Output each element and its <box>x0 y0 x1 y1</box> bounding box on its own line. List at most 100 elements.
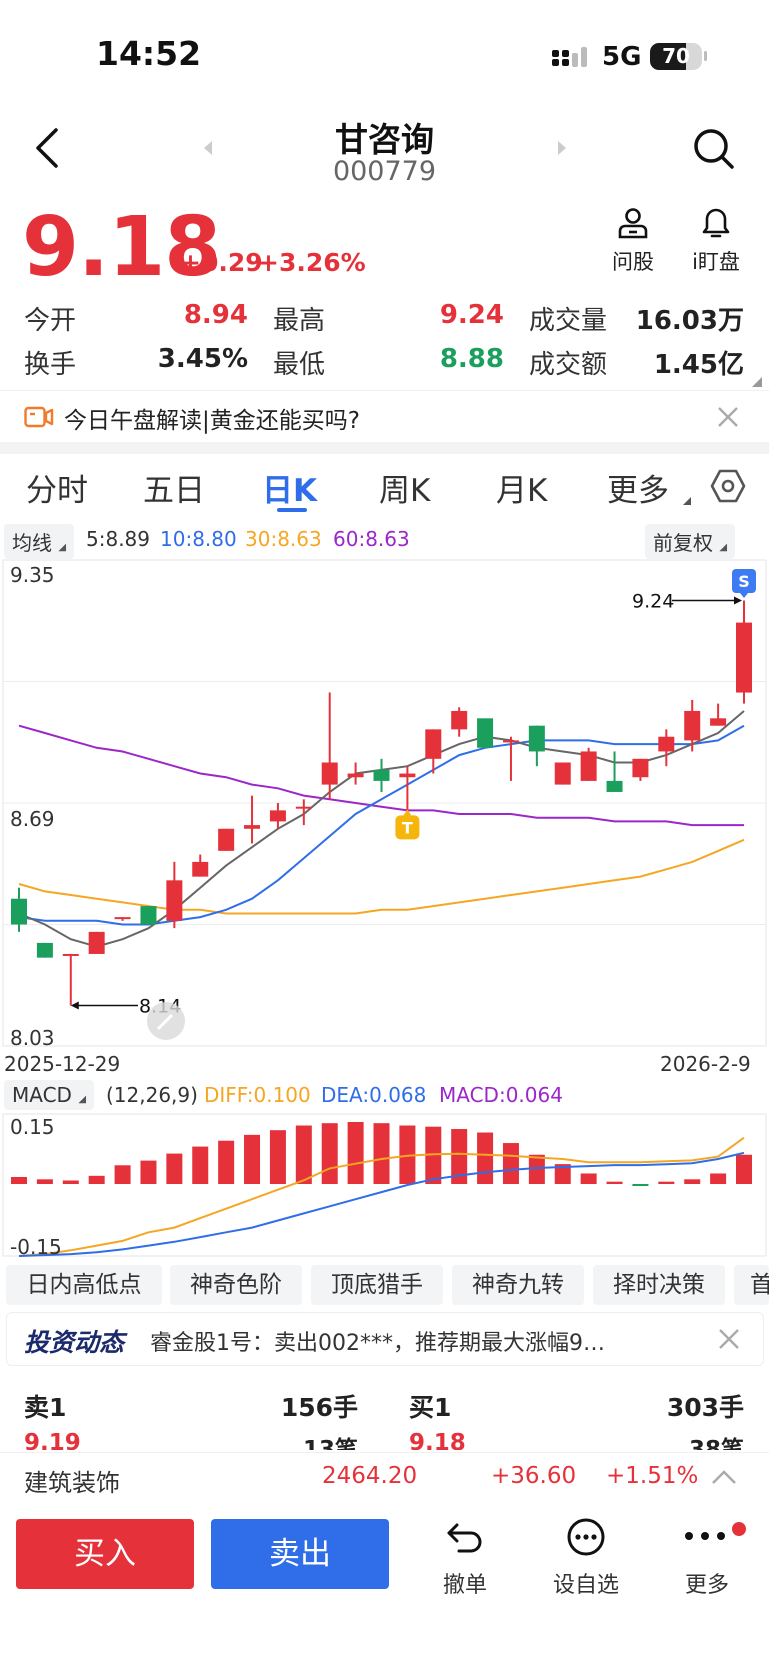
diff-line <box>18 1136 745 1257</box>
sector-value: 2464.20 <box>322 1463 418 1489</box>
more-button[interactable]: 更多 <box>667 1515 747 1598</box>
candlestick-chart[interactable]: 9.248.14ST <box>0 558 769 1048</box>
expand-quote-icon[interactable] <box>752 372 762 387</box>
stock-name: 甘咨询 <box>335 120 434 159</box>
section-divider <box>0 442 769 454</box>
candle-body <box>62 953 79 956</box>
high-label: 最高 <box>273 306 326 336</box>
candle-body <box>580 751 597 781</box>
tool-tag-intraday-high-low[interactable]: 日内高低点 <box>6 1265 162 1305</box>
candle-body <box>399 773 416 778</box>
macd-bar <box>373 1123 390 1184</box>
candle-body <box>269 810 286 822</box>
macd-macd-value: MACD:0.064 <box>439 1083 563 1107</box>
search-icon[interactable] <box>692 127 736 171</box>
max-price-label: 9.24 <box>632 591 674 613</box>
cancel-order-button[interactable]: 撤单 <box>425 1515 505 1598</box>
candle-body <box>477 718 494 748</box>
candle-body <box>684 710 701 741</box>
tab-more[interactable]: 更多 <box>607 473 669 509</box>
back-icon[interactable] <box>32 126 62 170</box>
macd-bar <box>114 1165 131 1184</box>
macd-bar <box>347 1122 364 1184</box>
sector-change: +36.60 <box>491 1463 577 1489</box>
candle-body <box>244 825 261 829</box>
tool-tag-nine-turn[interactable]: 神奇九转 <box>452 1265 584 1305</box>
adjust-selector[interactable]: 前复权 ◢ <box>645 524 736 559</box>
sector-bar[interactable]: 建筑装饰 2464.20 +36.60 +1.51% <box>0 1452 769 1503</box>
high-value: 9.24 <box>439 300 504 330</box>
candle-body <box>114 917 131 920</box>
macd-bar <box>140 1160 157 1184</box>
close-icon[interactable] <box>718 1328 740 1350</box>
adjust-label: 前复权 <box>653 531 713 555</box>
tool-tag-more[interactable]: 首 <box>734 1265 769 1305</box>
tab-intraday[interactable]: 分时 <box>26 473 88 509</box>
buy-button[interactable]: 买入 <box>16 1519 194 1589</box>
sell-button[interactable]: 卖出 <box>211 1519 389 1589</box>
tab-monthly-k[interactable]: 月K <box>496 473 548 509</box>
volume-label: 成交量 <box>529 306 608 336</box>
open-label: 今开 <box>24 306 77 336</box>
candle-body <box>554 762 571 785</box>
network-label: 5G <box>602 42 642 72</box>
notice-text: 今日午盘解读|黄金还能买吗? <box>64 408 360 434</box>
x-axis-start-label: 2025-12-29 <box>4 1052 121 1076</box>
video-icon <box>24 406 54 428</box>
ma-selector[interactable]: 均线 ◢ <box>4 524 75 559</box>
macd-bar <box>554 1164 571 1184</box>
price-change-pct: +3.26% <box>258 248 366 277</box>
macd-y-bottom-label: -0.15 <box>10 1235 62 1259</box>
sell1-label: 卖1 <box>24 1393 67 1422</box>
news-bar[interactable]: 投资动态 睿金股1号：卖出002***，推荐期最大涨幅9… <box>6 1312 764 1366</box>
candle-body <box>192 861 209 877</box>
macd-label: MACD <box>12 1083 72 1107</box>
tool-tag-top-bottom[interactable]: 顶底猎手 <box>311 1265 443 1305</box>
settings-icon[interactable] <box>710 468 746 504</box>
open-value: 8.94 <box>183 300 248 330</box>
next-stock-icon[interactable] <box>556 139 568 157</box>
candle-body <box>88 931 105 954</box>
macd-selector[interactable]: MACD ◢ <box>4 1080 95 1110</box>
notice-bar[interactable]: 今日午盘解读|黄金还能买吗? <box>0 390 769 443</box>
candle-body <box>218 828 235 851</box>
bell-icon <box>702 208 730 238</box>
close-icon[interactable] <box>717 406 739 428</box>
battery-cap <box>704 51 707 61</box>
tab-daily-k[interactable]: 日K <box>262 473 318 509</box>
ask-stock-button[interactable]: 问股 <box>598 206 668 278</box>
ma30-line <box>18 838 745 915</box>
buy1-qty: 303手 <box>666 1393 744 1422</box>
chevron-up-icon[interactable] <box>711 1469 737 1485</box>
status-time: 14:52 <box>96 34 202 73</box>
candle-body <box>736 622 752 693</box>
ma60-value: 60:8.63 <box>333 527 410 551</box>
tab-weekly-k[interactable]: 周K <box>379 473 431 509</box>
undo-icon <box>447 1523 482 1553</box>
macd-bar <box>580 1173 597 1184</box>
buy1-label: 买1 <box>409 1393 452 1422</box>
dea-line <box>18 1151 745 1257</box>
ma60-line <box>18 724 744 827</box>
macd-bar <box>528 1154 545 1184</box>
turnover-label: 换手 <box>24 350 77 380</box>
macd-bar <box>684 1179 701 1184</box>
tool-tag-color-scale[interactable]: 神奇色阶 <box>170 1265 302 1305</box>
candle-body <box>166 880 183 921</box>
watch-button[interactable]: i盯盘 <box>676 206 756 278</box>
ma5-line <box>18 710 745 948</box>
candle-body <box>347 773 364 778</box>
tool-tag-timing[interactable]: 择时决策 <box>593 1265 725 1305</box>
ellipsis-icon <box>685 1532 725 1540</box>
macd-bar <box>244 1134 261 1184</box>
tab-five-day[interactable]: 五日 <box>143 473 205 509</box>
macd-bar <box>321 1123 338 1184</box>
sell1-orders: 13笔 <box>302 1437 358 1450</box>
notification-dot <box>732 1522 746 1536</box>
low-label: 最低 <box>273 350 326 380</box>
more-label: 更多 <box>684 1573 729 1598</box>
prev-stock-icon[interactable] <box>202 139 214 157</box>
max-arrow-head <box>734 596 742 605</box>
macd-chart[interactable] <box>0 1112 769 1258</box>
add-watchlist-button[interactable]: 设自选 <box>546 1515 626 1598</box>
